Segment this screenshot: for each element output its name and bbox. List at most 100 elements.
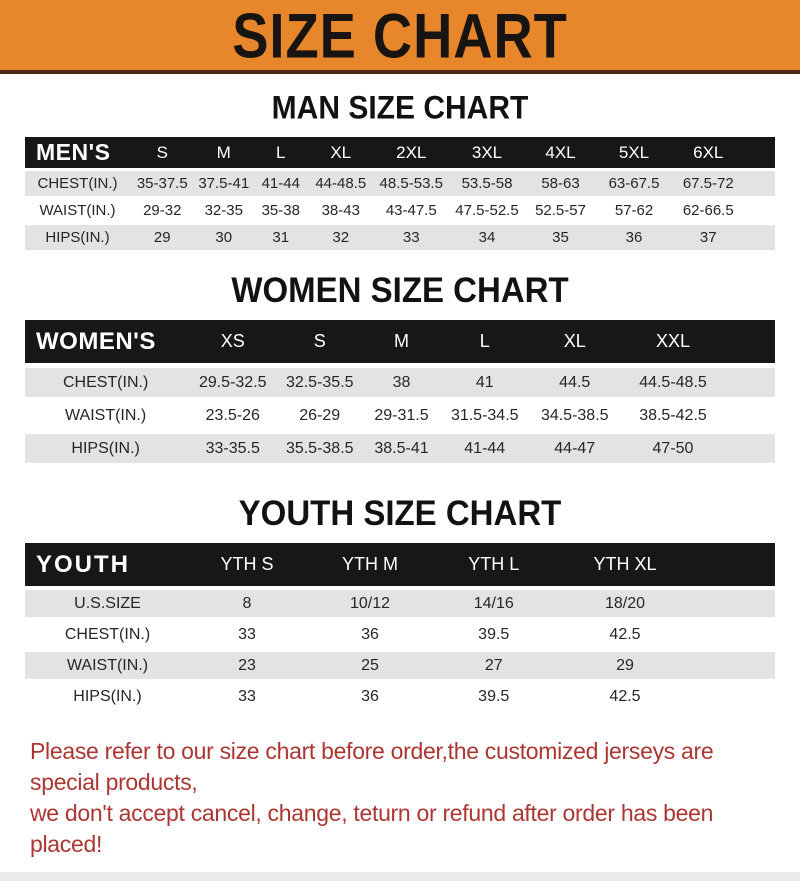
- row-label: CHEST(IN.): [62, 373, 149, 391]
- value-cell: 43-47.5: [385, 202, 437, 219]
- table-row: WAIST(IN.) 29-32 32-35 35-38 38-43 43-47…: [25, 198, 775, 223]
- table-row: WAIST(IN.) 23.5-26 26-29 29-31.5 31.5-34…: [25, 401, 775, 430]
- value-cell: 63-67.5: [608, 175, 660, 192]
- value-cell: 8: [242, 594, 252, 612]
- disclaimer-text: Please refer to our size chart before or…: [30, 736, 780, 860]
- size-col-header: L: [479, 331, 490, 351]
- value-cell: 33: [402, 229, 420, 246]
- youth-section-heading: YOUTH SIZE CHART: [238, 492, 562, 533]
- size-col-header: YTH M: [342, 554, 398, 574]
- row-label: CHEST(IN.): [37, 175, 118, 192]
- size-col-header: YTH XL: [593, 554, 657, 574]
- value-cell: 23.5-26: [205, 406, 260, 424]
- value-cell: 44.5: [559, 373, 591, 391]
- value-cell: 34: [478, 229, 496, 246]
- disclaimer-line-1: Please refer to our size chart before or…: [30, 738, 714, 795]
- size-col-header: M: [216, 142, 231, 162]
- value-cell: 52.5-57: [535, 202, 586, 219]
- youth-size-table: YOUTH YTH S YTH M YTH L YTH XL U.S.SIZE …: [25, 543, 775, 710]
- size-col-header: XL: [563, 331, 586, 351]
- table-row: HIPS(IN.) 29 30 31 32 33 34 35 36 37: [25, 225, 775, 250]
- value-cell: 33-35.5: [205, 439, 260, 457]
- size-col-header: M: [394, 331, 409, 351]
- value-cell: 32: [332, 229, 350, 246]
- size-col-header: XL: [330, 142, 352, 162]
- table-row: WAIST(IN.) 23 25 27 29: [25, 652, 775, 679]
- row-label: U.S.SIZE: [74, 594, 141, 612]
- table-row: CHEST(IN.) 29.5-32.5 32.5-35.5 38 41 44.…: [25, 368, 775, 397]
- value-cell: 35: [552, 229, 569, 246]
- size-col-header: 4XL: [545, 142, 576, 162]
- value-cell: 41-44: [261, 175, 300, 192]
- row-label: HIPS(IN.): [73, 687, 142, 705]
- value-cell: 35-38: [261, 202, 300, 219]
- value-cell: 37: [699, 229, 717, 246]
- youth-table-header: YOUTH YTH S YTH M YTH L YTH XL: [25, 543, 775, 586]
- value-cell: 44-48.5: [315, 175, 367, 192]
- value-cell: 14/16: [473, 594, 514, 612]
- women-section: WOMEN SIZE CHART WOMEN'S XS S M L XL XXL…: [0, 269, 800, 463]
- women-table-header: WOMEN'S XS S M L XL XXL: [25, 320, 775, 363]
- value-cell: 57-62: [614, 202, 654, 219]
- value-cell: 23: [238, 656, 256, 674]
- women-corner-label: WOMEN'S: [36, 327, 156, 355]
- women-section-heading: WOMEN SIZE CHART: [231, 269, 569, 310]
- value-cell: 29: [616, 656, 634, 674]
- value-cell: 67.5-72: [682, 175, 734, 192]
- banner-title: SIZE CHART: [232, 0, 568, 71]
- size-col-header: L: [276, 142, 286, 162]
- value-cell: 39.5: [478, 687, 510, 705]
- men-table-header: MEN'S S M L XL 2XL 3XL 4XL 5XL 6XL: [25, 137, 775, 168]
- size-col-header: S: [156, 142, 168, 162]
- value-cell: 31: [272, 229, 290, 246]
- youth-section: YOUTH SIZE CHART YOUTH YTH S YTH M YTH L…: [0, 492, 800, 710]
- value-cell: 53.5-58: [461, 175, 513, 192]
- value-cell: 35.5-38.5: [285, 439, 354, 457]
- row-label: CHEST(IN.): [64, 625, 151, 643]
- value-cell: 62-66.5: [682, 202, 734, 219]
- size-col-header: 5XL: [618, 142, 650, 162]
- value-cell: 44.5-48.5: [639, 373, 707, 391]
- bottom-edge-strip: [0, 872, 800, 881]
- women-size-table: WOMEN'S XS S M L XL XXL CHEST(IN.) 29.5-…: [25, 320, 775, 463]
- value-cell: 25: [361, 656, 379, 674]
- row-label: HIPS(IN.): [71, 439, 140, 457]
- value-cell: 33: [238, 687, 256, 705]
- value-cell: 47.5-52.5: [455, 202, 519, 219]
- value-cell: 30: [215, 229, 233, 246]
- value-cell: 36: [361, 687, 379, 705]
- size-col-header: XXL: [655, 331, 691, 351]
- table-row: HIPS(IN.) 33-35.5 35.5-38.5 38.5-41 41-4…: [25, 434, 775, 463]
- value-cell: 41: [475, 373, 494, 391]
- value-cell: 39.5: [478, 625, 510, 643]
- value-cell: 29-32: [143, 202, 182, 219]
- size-col-header: XS: [220, 331, 245, 351]
- size-chart-banner: SIZE CHART: [0, 0, 800, 74]
- men-corner-label: MEN'S: [36, 139, 111, 165]
- value-cell: 36: [625, 229, 643, 246]
- youth-corner-label: YOUTH: [36, 550, 130, 578]
- value-cell: 18/20: [604, 594, 646, 612]
- value-cell: 32-35: [204, 202, 243, 219]
- row-label: WAIST(IN.): [66, 656, 149, 674]
- value-cell: 42.5: [609, 625, 641, 643]
- value-cell: 26-29: [299, 406, 341, 424]
- value-cell: 38-43: [321, 202, 360, 219]
- row-label: WAIST(IN.): [39, 202, 116, 219]
- table-row: CHEST(IN.) 35-37.5 37.5-41 41-44 44-48.5…: [25, 171, 775, 196]
- value-cell: 35-37.5: [136, 175, 188, 192]
- men-section-heading: MAN SIZE CHART: [271, 90, 529, 127]
- disclaimer-line-2: we don't accept cancel, change, teturn o…: [30, 800, 714, 857]
- value-cell: 37.5-41: [198, 175, 250, 192]
- value-cell: 34.5-38.5: [540, 406, 609, 424]
- row-label: WAIST(IN.): [65, 406, 147, 424]
- value-cell: 38.5-41: [374, 439, 429, 457]
- size-col-header: YTH L: [468, 554, 520, 574]
- value-cell: 31.5-34.5: [450, 406, 519, 424]
- value-cell: 38: [392, 373, 411, 391]
- value-cell: 47-50: [652, 439, 694, 457]
- value-cell: 29-31.5: [374, 406, 429, 424]
- value-cell: 44-47: [554, 439, 596, 457]
- value-cell: 41-44: [464, 439, 506, 457]
- value-cell: 42.5: [609, 687, 641, 705]
